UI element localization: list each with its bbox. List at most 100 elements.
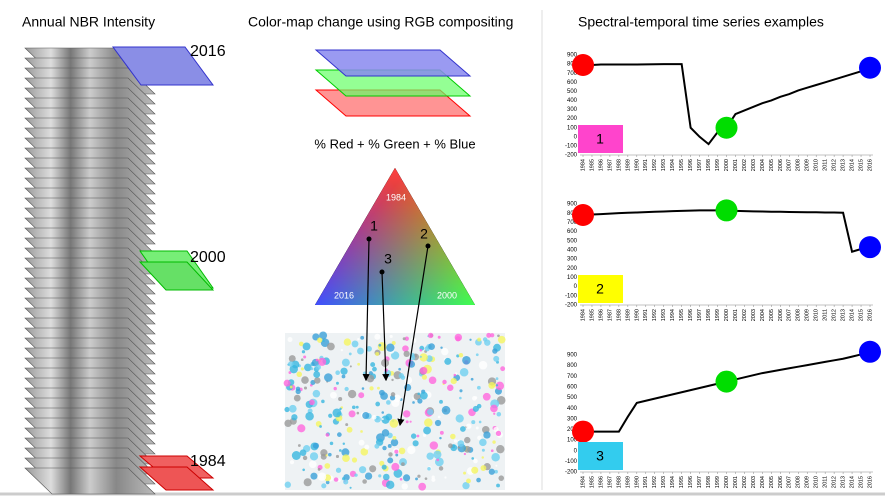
map-speck xyxy=(356,406,359,409)
map-speck xyxy=(422,375,427,380)
x-tick-label: 2013 xyxy=(841,476,847,488)
x-tick-label: 2010 xyxy=(814,476,820,488)
label-text: 3 xyxy=(596,448,604,464)
map-speck xyxy=(322,339,325,342)
x-tick-label: 1997 xyxy=(697,476,703,488)
x-tick-label: 2008 xyxy=(796,159,802,171)
x-tick-label: 2004 xyxy=(760,476,766,488)
map-speck xyxy=(321,400,325,404)
map-speck xyxy=(339,449,342,452)
map-speck xyxy=(345,423,348,426)
map-speck xyxy=(317,337,322,342)
point-label: 3 xyxy=(384,251,392,267)
highlight-marker xyxy=(572,204,594,226)
y-tick-label: 100 xyxy=(567,275,578,281)
x-tick-label: 2003 xyxy=(751,476,757,488)
map-speck xyxy=(348,390,356,398)
map-speck xyxy=(310,452,318,460)
map-speck xyxy=(398,368,401,371)
map-speck xyxy=(464,437,470,443)
label-text: 2 xyxy=(596,281,604,297)
map-speck xyxy=(393,436,397,440)
map-speck xyxy=(493,413,495,415)
x-tick-label: 1992 xyxy=(652,476,658,488)
x-tick-label: 1987 xyxy=(607,309,613,321)
map-speck xyxy=(492,348,497,353)
x-tick-label: 1985 xyxy=(589,159,595,171)
map-speck xyxy=(401,462,405,466)
y-tick-label: 600 xyxy=(567,229,578,235)
map-speck xyxy=(374,444,379,449)
y-tick-label: 300 xyxy=(567,416,578,422)
map-speck xyxy=(417,398,422,403)
y-tick-label: -100 xyxy=(565,459,578,465)
map-speck xyxy=(381,411,384,414)
x-tick-label: 1996 xyxy=(688,309,694,321)
x-tick-label: 1985 xyxy=(589,476,595,488)
map-speck xyxy=(342,375,346,379)
map-speck xyxy=(289,405,297,413)
map-speck xyxy=(284,420,291,427)
x-tick-label: 2016 xyxy=(867,476,873,488)
x-tick-label: 1999 xyxy=(715,476,721,488)
map-speck xyxy=(309,460,317,468)
map-speck xyxy=(335,370,340,375)
map-speck xyxy=(498,475,504,481)
map-speck xyxy=(357,363,360,366)
map-speck xyxy=(399,373,404,378)
x-tick-label: 1989 xyxy=(625,476,631,488)
x-tick-label: 1984 xyxy=(580,309,586,321)
map-speck xyxy=(379,344,382,347)
map-speck xyxy=(438,336,441,339)
triangle-label: 2000 xyxy=(437,290,457,300)
x-tick-label: 1987 xyxy=(607,159,613,171)
x-tick-label: 2014 xyxy=(850,159,856,171)
x-tick-label: 2007 xyxy=(787,159,793,171)
x-tick-label: 2006 xyxy=(778,476,784,488)
x-tick-label: 1998 xyxy=(706,309,712,321)
map-speck xyxy=(336,382,339,385)
map-speck xyxy=(341,349,343,351)
map-speck xyxy=(458,446,460,448)
map-speck xyxy=(325,454,327,456)
map-speck xyxy=(471,467,478,474)
x-tick-label: 1988 xyxy=(616,476,622,488)
map-speck xyxy=(288,361,293,366)
map-speck xyxy=(378,474,381,477)
x-tick-label: 2000 xyxy=(724,159,730,171)
map-speck xyxy=(375,352,379,356)
y-tick-label: 400 xyxy=(567,98,578,104)
label-text: 1 xyxy=(596,131,604,147)
x-tick-label: 1986 xyxy=(598,159,604,171)
map-speck xyxy=(318,472,327,481)
map-speck xyxy=(400,478,403,481)
map-speck xyxy=(420,356,422,358)
map-speck xyxy=(334,387,337,390)
map-speck xyxy=(357,412,360,415)
map-speck xyxy=(466,479,471,484)
map-speck xyxy=(476,426,479,429)
map-speck xyxy=(382,418,384,420)
map-speck xyxy=(496,445,504,453)
map-speck xyxy=(364,445,369,450)
x-tick-label: 1992 xyxy=(652,309,658,321)
y-tick-label: 300 xyxy=(567,107,578,113)
map-speck xyxy=(420,392,428,400)
map-speck xyxy=(342,359,350,367)
x-tick-label: 1993 xyxy=(661,476,667,488)
map-speck xyxy=(454,374,457,377)
x-tick-label: 1998 xyxy=(706,476,712,488)
map-speck xyxy=(442,406,451,415)
x-tick-label: 1985 xyxy=(589,309,595,321)
map-speck xyxy=(402,345,409,352)
map-speck xyxy=(471,420,475,424)
x-tick-label: 2000 xyxy=(724,476,730,488)
map-speck xyxy=(334,477,338,481)
map-speck xyxy=(294,395,301,402)
x-tick-label: 1999 xyxy=(715,309,721,321)
map-speck xyxy=(337,432,342,437)
map-speck xyxy=(325,433,329,437)
x-tick-label: 1988 xyxy=(616,309,622,321)
map-speck xyxy=(304,478,312,486)
x-tick-label: 2011 xyxy=(823,476,829,488)
